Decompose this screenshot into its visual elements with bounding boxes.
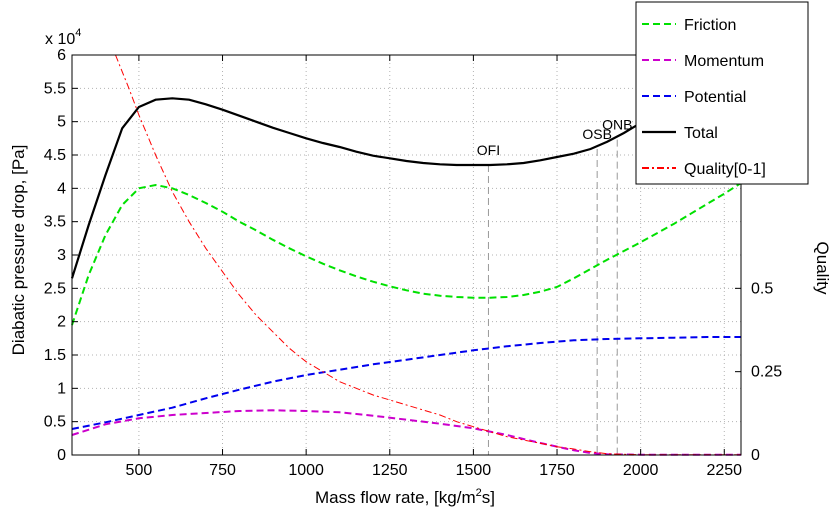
y-tick-label-left: 3.5 bbox=[44, 214, 66, 231]
x-tick-label: 1750 bbox=[539, 462, 575, 479]
legend: Friction Momentum Potential Total Quality[0-… bbox=[635, 1, 809, 185]
x-axis-label: Mass flow rate, [kg/m2s] bbox=[315, 487, 495, 507]
y-tick-label-left: 0 bbox=[57, 447, 66, 464]
left-axis-exponent: x 104 bbox=[45, 27, 81, 48]
x-tick-label: 2000 bbox=[623, 462, 659, 479]
x-tick-label: 500 bbox=[126, 462, 153, 479]
y-tick-label-left: 3 bbox=[57, 247, 66, 264]
y-tick-label-left: 5 bbox=[57, 114, 66, 131]
y-tick-label-left: 1.5 bbox=[44, 347, 66, 364]
legend-label: Total bbox=[684, 125, 718, 142]
y-tick-label-left: 6 bbox=[57, 47, 66, 64]
legend-box bbox=[635, 1, 809, 185]
series-quality-0-1-line bbox=[115, 54, 741, 456]
series-potential-line bbox=[71, 336, 741, 430]
legend-label: Friction bbox=[684, 17, 736, 34]
y-tick-label-left: 4.5 bbox=[44, 147, 66, 164]
marker-label-osb: OSB bbox=[582, 126, 612, 142]
y-tick-label-left: 0.5 bbox=[44, 414, 66, 431]
y-tick-label-right: 0.25 bbox=[751, 364, 782, 381]
x-tick-label: 1250 bbox=[372, 462, 408, 479]
series-momentum-line bbox=[71, 409, 741, 456]
series-lines bbox=[70, 54, 742, 456]
y-tick-label-left: 2.5 bbox=[44, 280, 66, 297]
axis-ticks: 500 750 1000 1250 1500 1750 2000 2250 0 0.5 1 1.5 2 2… bbox=[44, 47, 782, 479]
x-tick-label: 750 bbox=[209, 462, 236, 479]
y-tick-label-left: 4 bbox=[57, 180, 66, 197]
series-total-line bbox=[70, 97, 642, 279]
y-tick-label-left: 2 bbox=[57, 314, 66, 331]
grid bbox=[72, 55, 741, 455]
x-tick-label: 1500 bbox=[456, 462, 492, 479]
series-friction-line bbox=[71, 182, 742, 326]
y-tick-label-left: 5.5 bbox=[44, 80, 66, 97]
right-axis-label: Quality bbox=[813, 242, 832, 295]
legend-label: Momentum bbox=[684, 53, 764, 70]
y-tick-label-left: 1 bbox=[57, 380, 66, 397]
marker-label-onb: ONB bbox=[602, 117, 632, 133]
y-tick-label-right: 0 bbox=[751, 447, 760, 464]
x-tick-label: 1000 bbox=[288, 462, 324, 479]
marker-label-ofi: OFI bbox=[477, 142, 500, 158]
legend-label: Quality[0-1] bbox=[684, 161, 766, 178]
x-tick-label: 2250 bbox=[706, 462, 742, 479]
left-axis-label: Diabatic pressure drop, [Pa] bbox=[9, 145, 28, 356]
y-tick-label-right: 0.5 bbox=[751, 280, 773, 297]
legend-label: Potential bbox=[684, 89, 746, 106]
